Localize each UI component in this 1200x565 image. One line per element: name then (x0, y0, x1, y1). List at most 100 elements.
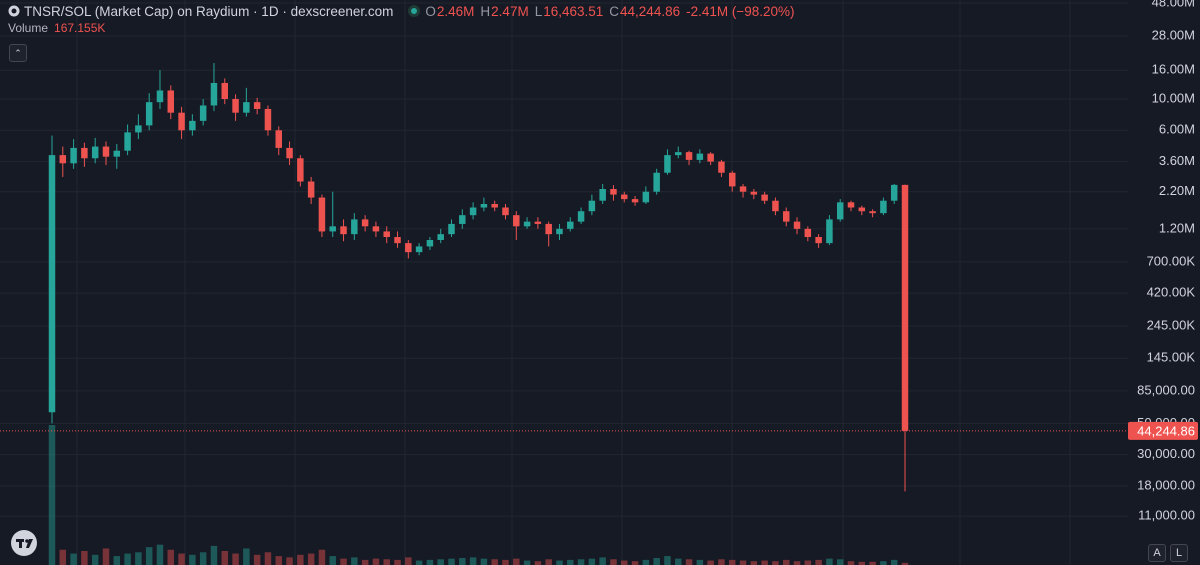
volume-bar (880, 561, 887, 565)
candle-body (534, 221, 542, 224)
volume-bar (675, 558, 682, 565)
volume-legend: Volume 167.155K (8, 21, 105, 35)
volume-bar (167, 549, 175, 565)
candle-body (858, 207, 866, 212)
volume-bar (761, 560, 768, 565)
candle-body (275, 130, 282, 148)
candle-body (59, 155, 67, 164)
volume-bar (383, 559, 390, 565)
volume-bar (156, 544, 164, 565)
candle-body (232, 99, 239, 113)
volume-bar (221, 551, 228, 565)
ohlc-value: 2.47M (491, 3, 529, 19)
ohlc-key: L (534, 3, 543, 19)
candle-body (696, 153, 704, 160)
candle-body (491, 204, 498, 208)
candle-body (901, 184, 909, 431)
volume-bar (858, 561, 866, 565)
candle-body (685, 152, 693, 160)
candle-body (804, 228, 812, 238)
candle-body (847, 202, 855, 208)
y-tick-label: 2.20M (1159, 183, 1195, 198)
volume-bar (81, 551, 88, 565)
candle-body (664, 155, 671, 173)
y-tick-label: 48.00M (1152, 0, 1195, 9)
y-tick-label: 245.00K (1147, 318, 1196, 333)
candle-body (675, 152, 682, 156)
y-tick-label: 3.60M (1159, 153, 1195, 168)
last-price-box (1128, 421, 1198, 440)
volume-bar (448, 558, 455, 565)
volume-bar (286, 557, 293, 565)
volume-bar (437, 559, 444, 565)
volume-bar (102, 548, 110, 565)
candle-body (189, 120, 196, 131)
volume-bar (804, 560, 812, 565)
volume-bar (70, 553, 77, 565)
candle-body (836, 202, 844, 220)
volume-bar (847, 561, 855, 565)
volume-bar (415, 560, 423, 565)
volume-bar (750, 561, 758, 565)
volume-value: 167.155K (54, 21, 106, 35)
volume-bar (621, 560, 628, 565)
volume-bar (685, 559, 693, 565)
volume-bar (297, 554, 304, 565)
last-price-label: 44,244.86 (1137, 423, 1195, 438)
ohlc-value: 16,463.51 (543, 3, 604, 19)
volume-bar (361, 559, 369, 565)
candle-body (782, 211, 790, 222)
token-icon (8, 5, 20, 17)
candle-body (307, 181, 315, 198)
y-tick-label: 1.20M (1159, 220, 1195, 235)
change-label: -2.41M (−98.20%) (686, 3, 795, 19)
volume-bar (210, 545, 218, 565)
candle-body (739, 186, 747, 192)
volume-bar (113, 556, 121, 565)
candle-body (545, 223, 552, 235)
y-tick-label: 10.00M (1152, 90, 1195, 105)
volume-bar (59, 549, 67, 565)
candle-body (286, 147, 293, 159)
candle-body (750, 191, 758, 195)
volume-bar (534, 561, 542, 565)
volume-bar (502, 559, 509, 565)
collapse-button[interactable]: ⌃ (9, 44, 27, 62)
candle-body (577, 211, 585, 222)
volume-bar (588, 558, 596, 565)
candle-body (567, 221, 574, 229)
volume-bar (523, 560, 531, 565)
volume-bar (405, 557, 412, 565)
y-tick-label: 420.00K (1147, 285, 1196, 300)
candle-body (318, 197, 326, 232)
candle-body (718, 161, 725, 173)
candle-body (91, 146, 99, 159)
candle-body (729, 172, 736, 187)
candle-body (459, 215, 466, 224)
volume-bar (577, 559, 585, 565)
volume-bar (890, 559, 898, 565)
volume-bar (610, 559, 617, 565)
y-tick-label: 145.00K (1147, 350, 1196, 365)
volume-bar (901, 562, 909, 565)
candle-body (793, 221, 801, 229)
volume-bar (631, 561, 639, 565)
candle-body (167, 90, 175, 113)
candle-body (102, 146, 110, 157)
volume-bar (653, 558, 660, 565)
candle-body (513, 215, 520, 227)
volume-bar (664, 556, 671, 565)
volume-bar (491, 559, 498, 565)
auto-scale-button[interactable]: A (1148, 544, 1166, 562)
volume-bar (124, 553, 131, 565)
volume-bar (329, 556, 336, 565)
y-tick-label: 16.00M (1152, 62, 1195, 77)
log-scale-button[interactable]: L (1170, 544, 1188, 562)
y-tick-label: 28.00M (1152, 27, 1195, 42)
chart-title: TNSR/SOL (Market Cap) on Raydium · 1D · … (24, 3, 394, 19)
volume-bar (729, 559, 736, 565)
candle-body (48, 155, 56, 413)
ohlc-key: O (425, 3, 436, 19)
volume-bar (599, 557, 606, 565)
